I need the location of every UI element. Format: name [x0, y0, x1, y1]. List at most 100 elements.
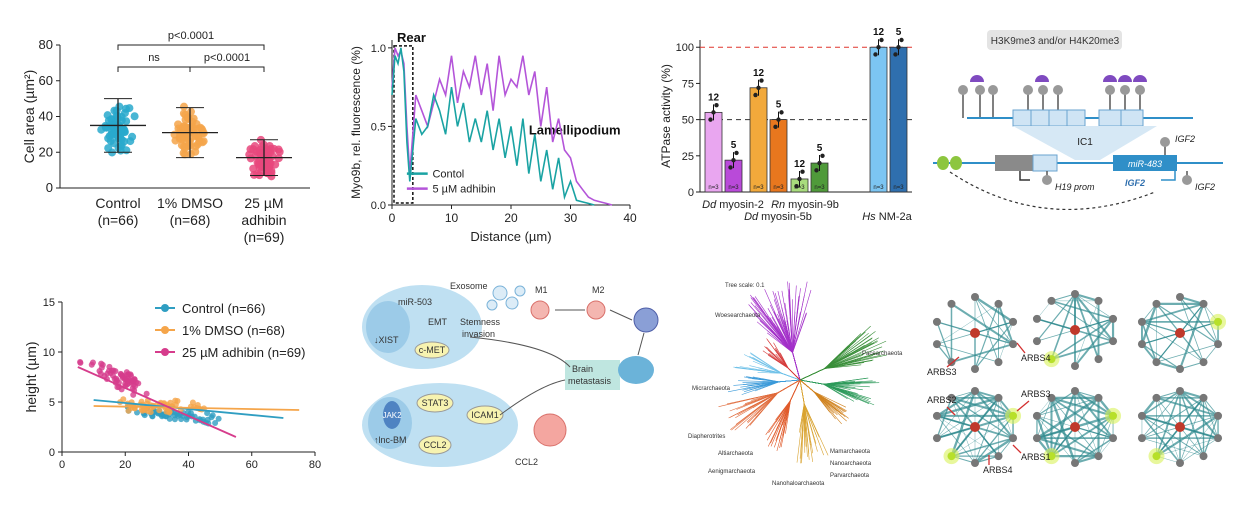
stat3-text: STAT3 — [422, 398, 449, 408]
replicate-dot — [899, 37, 904, 43]
network-node — [1032, 434, 1041, 443]
network-node — [932, 411, 941, 420]
network-edge — [936, 303, 999, 345]
network-edge — [1074, 292, 1099, 302]
replicate-dot — [773, 124, 778, 130]
data-point — [179, 102, 188, 111]
network-edge — [1179, 389, 1204, 399]
brain-text: Brain — [572, 364, 593, 374]
network-node — [994, 393, 1003, 402]
arbs-label: ARBS3 — [927, 367, 957, 377]
y-tick-label: 5 — [49, 397, 55, 409]
arbs-label: ARBS4 — [1021, 353, 1051, 363]
network-node — [1199, 393, 1208, 402]
arrow-pointer — [1016, 342, 1026, 354]
data-point — [124, 381, 131, 388]
arrow-pointer — [1016, 400, 1030, 412]
network-node — [1137, 411, 1146, 420]
network-edge — [936, 343, 999, 363]
data-point — [212, 419, 219, 426]
network-edge — [1179, 397, 1204, 428]
network-edge — [1179, 426, 1219, 439]
category-label: 25 µM — [244, 195, 283, 211]
network-edge — [1036, 415, 1076, 464]
group-label: Rn myosin-9b — [771, 199, 839, 211]
y-tick-label: 50 — [682, 115, 694, 127]
network-graph — [1137, 387, 1223, 467]
data-point — [266, 159, 275, 168]
ic1-region — [1032, 154, 1058, 172]
bar-n-label: n=3 — [708, 185, 719, 191]
network-edge — [1074, 293, 1114, 320]
cmet-text: c-MET — [419, 345, 446, 355]
network-node — [1137, 317, 1146, 326]
legend-marker — [161, 326, 169, 334]
significance-bracket — [117, 44, 265, 50]
replicate-dot — [794, 184, 799, 189]
network-node — [1071, 290, 1079, 298]
replicate-dot — [814, 168, 819, 173]
replicate-dot — [731, 157, 736, 163]
legend-label: Contol — [432, 169, 464, 181]
h19-label: H19 prom — [1055, 182, 1095, 192]
arbs-label: ARBS1 — [1021, 452, 1051, 462]
jak2-text: JAK2 — [382, 411, 402, 420]
network-edge — [936, 415, 976, 464]
network-edge — [1051, 293, 1076, 302]
ccl2-out-text: CCL2 — [515, 457, 538, 467]
network-edge — [1074, 426, 1114, 439]
stat3-node — [416, 393, 454, 413]
metastasis-text: metastasis — [568, 376, 612, 386]
tree-branch — [776, 326, 801, 381]
cell-area-chart: 0 20 40 60 80 Cell area (µm²) Control(n=66) 1% … — [21, 30, 310, 245]
network-node — [994, 452, 1003, 461]
clade-label: Pacearchaeota — [862, 351, 903, 357]
data-point — [171, 412, 178, 419]
data-point — [122, 146, 131, 155]
replicate-dot — [879, 37, 884, 43]
network-node — [1047, 393, 1056, 402]
enhancer-2 — [950, 156, 962, 170]
data-point — [127, 371, 134, 378]
data-point — [166, 409, 173, 416]
network-edge — [1141, 332, 1181, 345]
replicate-dot — [820, 153, 825, 159]
network-edge — [950, 303, 1014, 345]
network-edge — [1156, 390, 1181, 399]
y-axis-label: Cell area (µm²) — [21, 70, 37, 164]
data-point — [257, 168, 266, 177]
clade-label: Mamarchaeota — [830, 449, 871, 455]
network-edge — [951, 390, 976, 399]
mir483-label: miR-483 — [1128, 159, 1162, 169]
fit-line — [93, 405, 300, 411]
data-point — [166, 415, 173, 422]
data-point — [112, 368, 119, 375]
exosome-text: Exosome — [450, 281, 488, 291]
network-graph — [1032, 290, 1118, 370]
ic1-blocks — [1012, 109, 1144, 127]
data-point — [192, 120, 201, 129]
network-node — [1094, 393, 1103, 402]
data-point — [104, 370, 111, 377]
network-node — [1214, 317, 1223, 326]
brain-icon — [618, 356, 654, 384]
data-point — [184, 113, 193, 122]
bar-n-label: n=3 — [728, 185, 739, 191]
macrophage — [533, 413, 567, 447]
network-node — [1109, 337, 1118, 346]
replicate-dot — [753, 92, 758, 98]
network-node — [1071, 387, 1079, 395]
network-edge — [1074, 293, 1114, 342]
data-point — [180, 144, 189, 153]
bar — [704, 111, 723, 193]
tree-branch — [776, 379, 801, 440]
height-chart: 0 20 40 60 80 0 5 10 15 height (µm) Control (n=66)… — [23, 297, 321, 471]
network-node — [971, 293, 979, 301]
tree-branch — [799, 379, 830, 412]
tree-branch — [799, 379, 847, 412]
data-point — [132, 383, 139, 390]
clade-label: Micrarchaeota — [692, 386, 731, 392]
network-node — [1009, 340, 1018, 349]
network-edge — [974, 321, 1014, 370]
